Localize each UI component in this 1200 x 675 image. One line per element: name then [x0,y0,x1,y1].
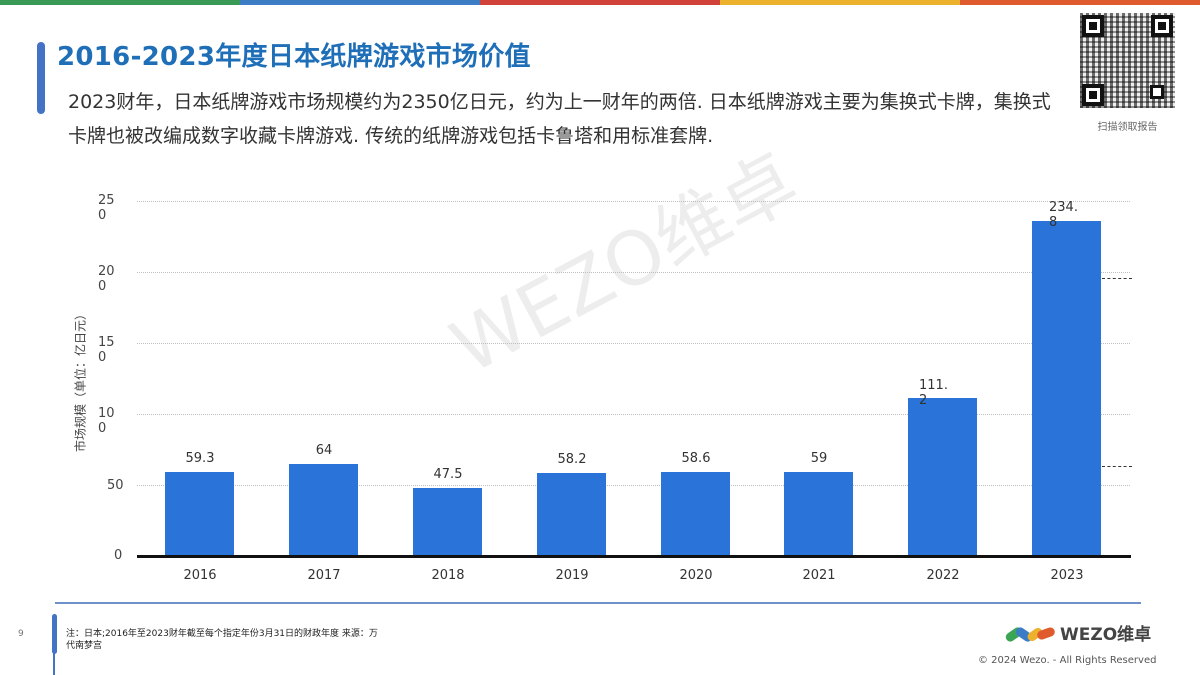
color-strip-yellow [720,0,960,5]
bar-2019[interactable] [537,473,606,556]
page-number: 9 [18,629,24,639]
qr-alignment-icon [1150,85,1164,99]
x-tick-label: 2017 [307,568,341,583]
reference-dash [1102,278,1132,279]
gridline-150 [137,343,1130,344]
bar-value-label: 47.5 [433,467,463,482]
logo-text: WEZO维卓 [1060,625,1152,645]
y-tick-label: 0 [114,548,123,563]
qr-caption: 扫描领取报告 [1097,122,1158,133]
y-axis-title: 市场规模（单位：亿日元） [73,307,88,453]
bar-value-label: 59.3 [185,451,215,466]
qr-finder-icon [1082,15,1104,37]
bar-value-label: 58.2 [557,452,587,467]
source-note: 注：日本;2016年至2023财年截至每个指定年份3月31日的财政年度 来源：万… [66,629,378,651]
x-tick-label: 2023 [1050,568,1084,583]
color-strip-red [480,0,720,5]
wezo-logo-icon [1004,622,1057,644]
bar-chart: 市场规模（单位：亿日元） 250 200 150 100 50 0 59.3 6… [73,193,1132,583]
x-tick-label: 2021 [802,568,836,583]
gridline-200 [137,272,1130,273]
brand-logo[interactable]: WEZO维卓 [1004,620,1152,645]
bar-value-label: 111.2 [919,378,948,408]
footer-divider [55,602,1141,604]
bar-2023[interactable] [1032,221,1101,556]
qr-finder-icon [1151,15,1173,37]
bar-2020[interactable] [661,472,730,556]
summary-text: 2023财年，日本纸牌游戏市场规模约为2350亿日元，约为上一财年的两倍. 日本… [68,91,1051,147]
y-tick-label: 250 [98,193,115,223]
footer-accent-stem [53,650,55,675]
gridline-250 [137,201,1130,202]
y-tick-label: 100 [98,406,115,436]
color-strip-orange [960,0,1200,5]
bar-2018[interactable] [413,488,482,556]
qr-code-icon[interactable] [1080,13,1175,108]
x-tick-label: 2016 [183,568,217,583]
x-tick-label: 2019 [555,568,589,583]
x-tick-label: 2020 [679,568,713,583]
y-tick-label: 50 [107,478,124,493]
x-tick-label: 2022 [926,568,960,583]
page-title: 2016-2023年度日本纸牌游戏市场价值 [57,42,531,72]
color-strip-blue [240,0,480,5]
bar-2021[interactable] [784,472,853,556]
reference-dash [1102,466,1132,467]
top-color-bar [0,0,1200,5]
bar-2017[interactable] [289,464,358,556]
gridline-50 [137,485,1130,486]
color-strip-green [0,0,240,5]
x-axis-line [137,555,1131,558]
y-tick-label: 150 [98,335,115,365]
title-accent-bar [37,42,45,114]
x-tick-label: 2018 [431,568,465,583]
copyright: © 2024 Wezo. - All Rights Reserved [978,655,1157,666]
gridline-100 [137,414,1130,415]
bar-value-label: 58.6 [681,451,711,466]
bar-2016[interactable] [165,472,234,556]
bar-value-label: 64 [315,443,333,458]
footer-accent-bar [52,614,57,654]
bar-value-label: 234.8 [1049,200,1078,230]
bar-value-label: 59 [810,451,828,466]
bar-2022[interactable] [908,398,977,556]
qr-finder-icon [1082,84,1104,106]
y-tick-label: 200 [98,264,115,294]
